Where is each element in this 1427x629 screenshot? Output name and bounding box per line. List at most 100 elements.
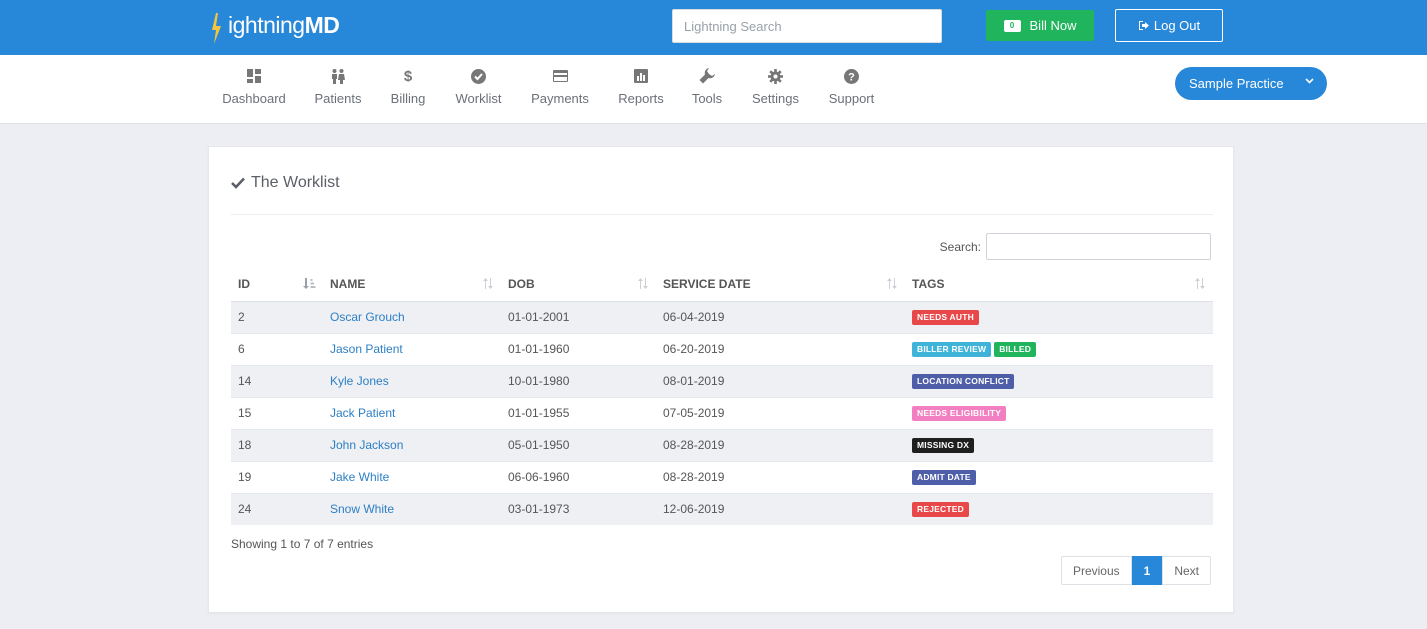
table-info: Showing 1 to 7 of 7 entries — [231, 537, 374, 551]
table-row: 15 Jack Patient 01-01-1955 07-05-2019 NE… — [231, 396, 1213, 429]
question-circle-icon: ? — [844, 67, 859, 85]
nav-label-tools: Tools — [691, 91, 723, 106]
lightningmd-logo[interactable]: ightningMD — [212, 10, 340, 46]
sort-icon — [638, 278, 648, 289]
tag-badge: NEEDS ELIGIBILITY — [912, 406, 1007, 421]
sort-icon — [483, 278, 493, 289]
cell-dob: 10-01-1980 — [501, 364, 656, 397]
cell-service-date: 06-20-2019 — [656, 332, 905, 365]
nav-item-worklist[interactable]: Worklist — [454, 67, 503, 106]
logout-button[interactable]: Log Out — [1115, 9, 1223, 42]
worklist-card: The Worklist Search: ID NAME DOB — [208, 146, 1234, 613]
search-label: Search: — [939, 239, 981, 254]
patient-name-link[interactable]: Kyle Jones — [330, 374, 389, 388]
cell-service-date: 08-01-2019 — [656, 364, 905, 397]
nav-item-tools[interactable]: Tools — [691, 67, 723, 106]
cell-id: 19 — [231, 460, 323, 493]
nav-item-patients[interactable]: Patients — [314, 67, 362, 106]
nav-label-support: Support — [828, 91, 875, 106]
cell-id: 18 — [231, 428, 323, 461]
table-search: Search: — [940, 233, 1211, 260]
column-header-dob[interactable]: DOB — [501, 267, 656, 302]
check-circle-icon — [471, 67, 486, 85]
sort-icon — [887, 278, 897, 289]
sort-icon — [1195, 278, 1205, 289]
tag-badge: MISSING DX — [912, 438, 975, 453]
cell-id: 15 — [231, 396, 323, 429]
next-page-button[interactable]: Next — [1162, 556, 1211, 585]
previous-page-button[interactable]: Previous — [1060, 556, 1132, 585]
bill-now-button[interactable]: 0 Bill Now — [986, 10, 1094, 41]
cell-dob: 06-06-1960 — [501, 460, 656, 493]
svg-text:?: ? — [848, 71, 855, 83]
logout-label: Log Out — [1153, 18, 1201, 33]
cell-service-date: 06-04-2019 — [656, 300, 905, 333]
cell-service-date: 08-28-2019 — [656, 460, 905, 493]
dashboard-icon — [247, 67, 261, 85]
cell-id: 24 — [231, 492, 323, 525]
patient-name-link[interactable]: Jack Patient — [330, 406, 396, 420]
table-row: 18 John Jackson 05-01-1950 08-28-2019 MI… — [231, 428, 1213, 461]
card-header: The Worklist — [231, 174, 340, 192]
bill-now-label: Bill Now — [1029, 18, 1077, 33]
cell-dob: 01-01-1955 — [501, 396, 656, 429]
patients-icon — [331, 67, 345, 85]
cell-id: 2 — [231, 300, 323, 333]
tag-badge: ADMIT DATE — [912, 470, 976, 485]
patient-name-link[interactable]: Oscar Grouch — [330, 310, 405, 324]
table-row: 6 Jason Patient 01-01-1960 06-20-2019 BI… — [231, 332, 1213, 365]
table-search-input[interactable] — [986, 233, 1211, 260]
nav-item-reports[interactable]: Reports — [618, 67, 664, 106]
nav-item-settings[interactable]: Settings — [751, 67, 800, 106]
table-row: 2 Oscar Grouch 01-01-2001 06-04-2019 NEE… — [231, 300, 1213, 333]
tag-badge: LOCATION CONFLICT — [912, 374, 1015, 389]
cell-dob: 03-01-1973 — [501, 492, 656, 525]
wrench-icon — [699, 67, 715, 85]
patient-name-link[interactable]: Snow White — [330, 502, 395, 517]
main-nav: Dashboard Patients $ Billing Worklist Pa… — [0, 55, 1427, 124]
logo-suffix: MD — [304, 12, 340, 38]
credit-card-icon — [552, 67, 568, 85]
nav-label-worklist: Worklist — [455, 91, 502, 106]
patient-name-link[interactable]: Jason Patient — [330, 342, 403, 356]
nav-label-patients: Patients — [314, 91, 362, 106]
nav-label-payments: Payments — [531, 91, 589, 106]
practice-selector[interactable]: Sample Practice — [1175, 67, 1327, 100]
nav-item-payments[interactable]: Payments — [530, 67, 590, 106]
lightning-search-input[interactable] — [672, 9, 942, 43]
practice-label: Sample Practice — [1189, 76, 1284, 91]
nav-label-billing: Billing — [390, 91, 426, 106]
nav-item-billing[interactable]: $ Billing — [389, 67, 427, 107]
chevron-down-icon — [1305, 78, 1314, 84]
tag-badge: BILLED — [994, 342, 1037, 357]
lightning-bolt-icon — [212, 13, 221, 44]
page-1-button[interactable]: 1 — [1131, 556, 1163, 585]
page-title: The Worklist — [251, 174, 340, 191]
dollar-icon: $ — [403, 67, 413, 85]
patient-name-link[interactable]: Jake White — [330, 470, 390, 484]
column-header-tags[interactable]: TAGS — [905, 267, 1213, 302]
nav-label-reports: Reports — [618, 91, 664, 106]
nav-label-settings: Settings — [752, 91, 799, 106]
column-header-id[interactable]: ID — [231, 267, 323, 302]
nav-item-support[interactable]: ? Support — [827, 67, 876, 106]
cell-dob: 01-01-2001 — [501, 300, 656, 333]
top-bar: ightningMD 0 Bill Now Log Out — [0, 0, 1427, 55]
column-header-service-date[interactable]: SERVICE DATE — [656, 267, 905, 302]
cell-dob: 01-01-1960 — [501, 332, 656, 365]
gear-icon — [768, 67, 783, 85]
bill-count-badge: 0 — [1003, 19, 1021, 32]
nav-item-dashboard[interactable]: Dashboard — [222, 67, 286, 106]
sort-asc-icon — [303, 278, 316, 289]
cell-id: 6 — [231, 332, 323, 365]
divider — [231, 214, 1213, 215]
column-header-name[interactable]: NAME — [323, 267, 501, 302]
worklist-table: ID NAME DOB SERVICE DATE TAGS — [231, 267, 1213, 525]
cell-service-date: 07-05-2019 — [656, 396, 905, 429]
patient-name-link[interactable]: John Jackson — [330, 438, 404, 452]
table-row: 14 Kyle Jones 10-01-1980 08-01-2019 LOCA… — [231, 364, 1213, 397]
cell-dob: 05-01-1950 — [501, 428, 656, 461]
table-row: 19 Jake White 06-06-1960 08-28-2019 ADMI… — [231, 460, 1213, 493]
bar-chart-icon — [634, 67, 648, 85]
sign-out-icon — [1138, 21, 1149, 30]
